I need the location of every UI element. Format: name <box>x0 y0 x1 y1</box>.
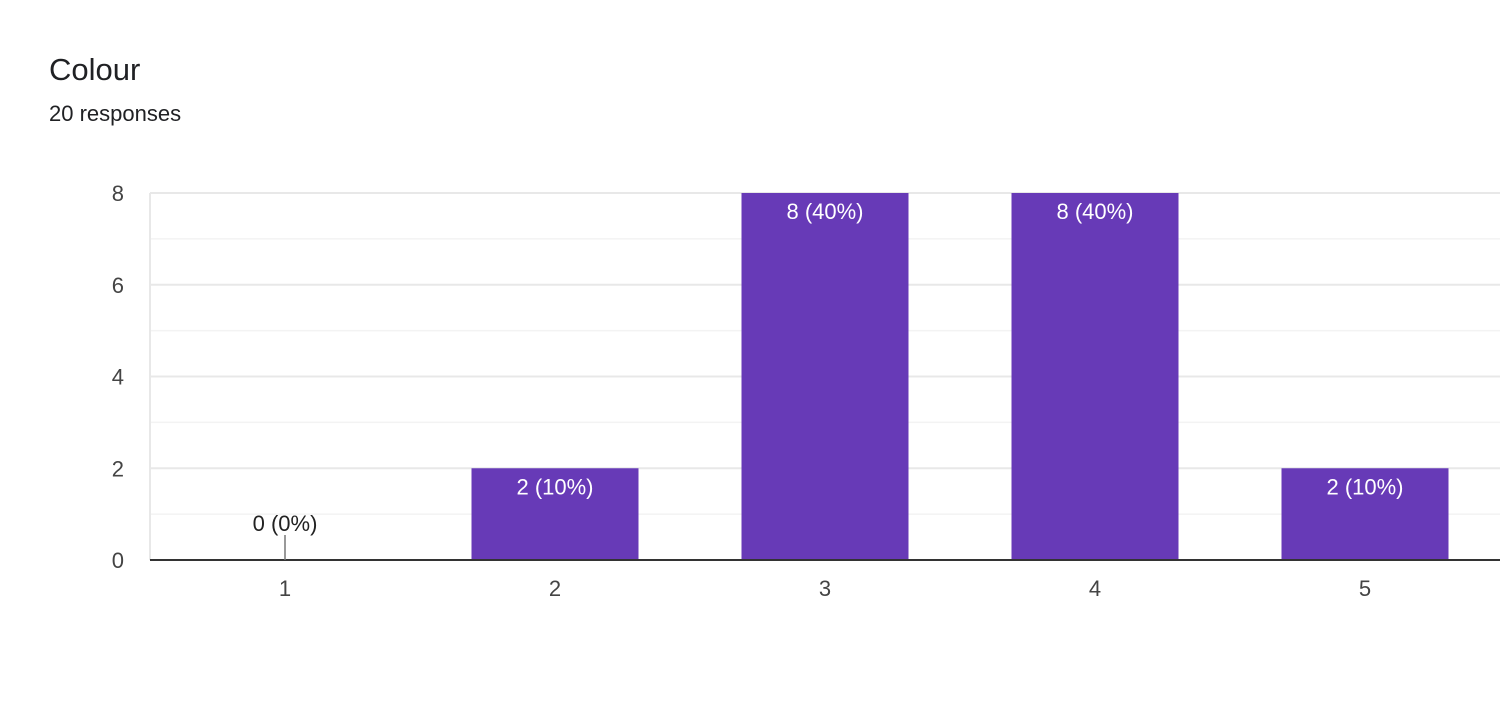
bar[interactable] <box>741 193 909 560</box>
bar[interactable] <box>1011 193 1179 560</box>
data-label: 0 (0%) <box>253 511 318 536</box>
x-tick-label: 2 <box>549 576 561 601</box>
bar[interactable] <box>1281 468 1449 560</box>
x-tick-label: 4 <box>1089 576 1101 601</box>
data-label: 2 (10%) <box>516 474 593 499</box>
x-tick-label: 1 <box>279 576 291 601</box>
data-labels-group: 0 (0%) 2 (10%) 8 (40%) 8 (40%) 2 (10%) <box>253 199 1404 560</box>
y-tick-label: 2 <box>112 456 124 481</box>
response-count: 20 responses <box>49 101 182 126</box>
bar[interactable] <box>471 468 639 560</box>
data-label: 2 (10%) <box>1326 474 1403 499</box>
data-label: 8 (40%) <box>786 199 863 224</box>
y-tick-label: 8 <box>112 181 124 206</box>
x-tick-label: 5 <box>1359 576 1371 601</box>
y-tick-label: 4 <box>112 365 124 390</box>
y-tick-label: 6 <box>112 273 124 298</box>
data-label: 8 (40%) <box>1056 199 1133 224</box>
bars-group <box>471 193 1449 560</box>
y-tick-label: 0 <box>112 548 124 573</box>
chart-title: Colour <box>49 52 141 87</box>
axes-group: 0 2 4 6 8 1 2 3 4 5 <box>112 181 1500 601</box>
x-tick-label: 3 <box>819 576 831 601</box>
